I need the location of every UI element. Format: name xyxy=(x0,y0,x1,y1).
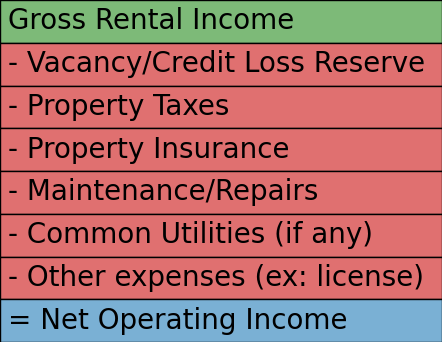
Text: - Property Insurance: - Property Insurance xyxy=(8,136,290,163)
Bar xyxy=(0,171,442,214)
Bar xyxy=(0,256,442,299)
Text: - Other expenses (ex: license): - Other expenses (ex: license) xyxy=(8,264,424,292)
Bar xyxy=(0,86,442,128)
Text: - Common Utilities (if any): - Common Utilities (if any) xyxy=(8,221,373,249)
Bar xyxy=(0,299,442,342)
Bar xyxy=(0,128,442,171)
Bar xyxy=(0,0,442,43)
Text: - Property Taxes: - Property Taxes xyxy=(8,93,229,121)
Text: = Net Operating Income: = Net Operating Income xyxy=(8,307,347,334)
Text: - Maintenance/Repairs: - Maintenance/Repairs xyxy=(8,179,318,206)
Text: Gross Rental Income: Gross Rental Income xyxy=(8,8,294,35)
Bar xyxy=(0,43,442,86)
Bar xyxy=(0,214,442,256)
Text: - Vacancy/Credit Loss Reserve: - Vacancy/Credit Loss Reserve xyxy=(8,50,425,78)
